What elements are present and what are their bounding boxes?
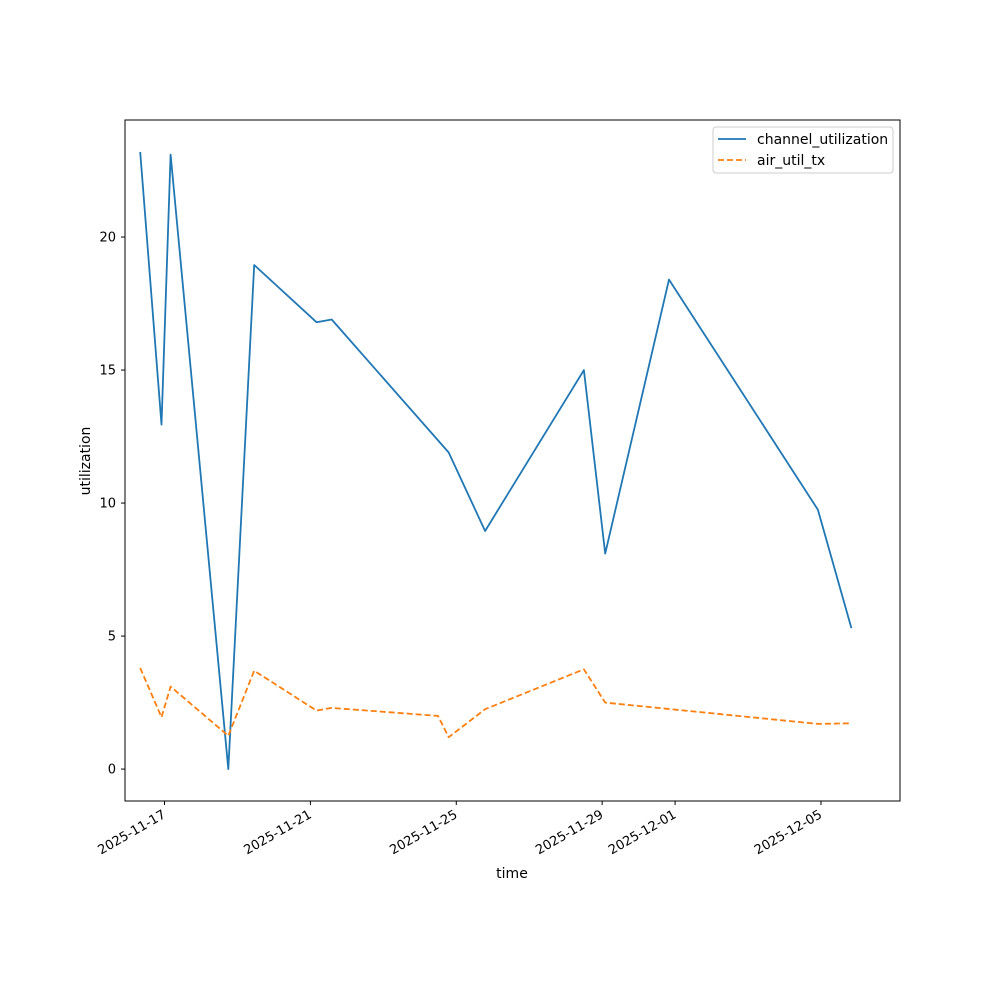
- legend: channel_utilization air_util_tx: [712, 126, 894, 174]
- x-tick-label: 2025-11-17: [96, 807, 169, 858]
- y-tick-label: 5: [108, 630, 116, 645]
- series-line-channel-utilization: [139, 151, 853, 770]
- y-tick-label: 20: [99, 231, 116, 246]
- x-tick-label: 2025-11-29: [533, 807, 606, 858]
- x-tick-label: 2025-11-25: [387, 807, 460, 858]
- legend-box: [712, 126, 894, 174]
- series-layer: [139, 151, 853, 770]
- y-axis-ticks: 0 5 10 15 20: [99, 231, 125, 778]
- x-axis-ticks: 2025-11-17 2025-11-21 2025-11-25 2025-11-29…: [96, 801, 825, 858]
- y-axis-title: utilization: [78, 427, 94, 496]
- y-tick-label: 10: [99, 497, 116, 512]
- y-tick-label: 15: [99, 364, 116, 379]
- x-tick-label: 2025-11-21: [241, 807, 314, 858]
- legend-label-channel-utilization: channel_utilization: [757, 132, 888, 148]
- x-tick-label: 2025-12-01: [606, 807, 679, 858]
- plot-area-frame: [124, 119, 901, 802]
- y-tick-label: 0: [108, 763, 116, 778]
- x-tick-label: 2025-12-05: [752, 807, 825, 858]
- x-axis-title: time: [496, 866, 528, 882]
- series-line-air-util-tx: [139, 667, 852, 739]
- legend-label-air-util-tx: air_util_tx: [757, 153, 825, 169]
